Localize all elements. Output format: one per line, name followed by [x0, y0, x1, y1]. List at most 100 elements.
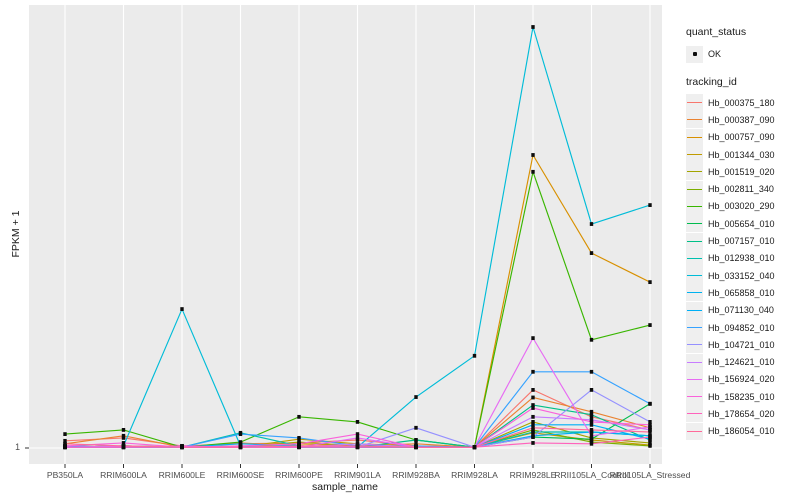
data-point-marker [531, 435, 535, 439]
legend-quant-status-entry: OK [686, 44, 800, 64]
series-color-line-icon [687, 275, 702, 277]
point-marker-icon [692, 52, 697, 56]
data-point-marker [531, 369, 535, 374]
data-point-marker [648, 443, 652, 448]
data-point-marker [589, 441, 594, 446]
legend-tracking-entry: Hb_065858_010 [686, 284, 800, 302]
series-color-line-icon [687, 240, 702, 242]
data-point-marker [238, 441, 243, 446]
panel-background [29, 5, 662, 464]
data-point-marker [414, 441, 418, 446]
legend-entry-label: Hb_002811_340 [708, 184, 774, 195]
data-point-marker [648, 427, 652, 432]
legend-tracking-entry: Hb_158235_010 [686, 388, 800, 406]
legend-tracking-entry: Hb_001519_020 [686, 163, 800, 181]
legend-entry-label: Hb_003020_290 [708, 201, 775, 212]
data-point-marker [531, 425, 535, 430]
data-point-marker [531, 422, 535, 427]
data-point-marker [648, 441, 652, 445]
legend-key-box [686, 301, 703, 319]
x-tick-label-RRII105LA_Stressed: RRII105LA_Stressed [609, 470, 691, 480]
legend-entry-label: Hb_000757_090 [708, 132, 775, 143]
data-point-marker [297, 443, 301, 448]
data-point-marker [531, 153, 535, 157]
x-tick-label-RRIM600LE: RRIM600LE [158, 470, 206, 480]
legend-key-box [686, 388, 703, 406]
legend-entry-label: Hb_104721_010 [708, 339, 775, 350]
x-tick-label-RRIM928LA: RRIM928LA [451, 470, 498, 480]
legend-key-box [686, 45, 703, 63]
legend-tracking-entry: Hb_012938_010 [686, 249, 800, 267]
legend-key-box [686, 336, 703, 354]
data-point-marker [180, 445, 184, 450]
data-point-marker [355, 443, 360, 448]
legend-tracking-entry: Hb_104721_010 [686, 336, 800, 354]
data-point-marker [355, 435, 360, 440]
legend-entry-label: Hb_007157_010 [708, 236, 775, 247]
legend-key-box [686, 180, 703, 198]
data-point-marker [648, 422, 652, 427]
series-color-line-icon [687, 292, 702, 294]
legend-entry-label: Hb_000375_180 [708, 97, 775, 108]
data-point-marker [297, 441, 301, 446]
data-point-marker [414, 438, 418, 442]
legend-key-box [686, 163, 703, 181]
legend-entry-label: Hb_000387_090 [708, 114, 775, 125]
data-point-marker [589, 369, 594, 374]
legend-key-box [686, 197, 703, 215]
y-axis-tick-label: 1 [15, 442, 20, 452]
data-point-marker [121, 441, 126, 445]
data-point-marker [531, 403, 535, 407]
data-point-marker [589, 414, 594, 419]
legend-entry-label: Hb_005654_010 [708, 218, 775, 229]
data-point-marker [589, 427, 594, 432]
data-point-marker [531, 395, 535, 400]
series-color-line-icon [687, 119, 702, 121]
legend-tracking-entry: Hb_007157_010 [686, 232, 800, 250]
legend-tracking-entry: Hb_005654_010 [686, 215, 800, 233]
data-point-marker [355, 419, 360, 424]
legend-tracking-entry: Hb_000387_090 [686, 111, 800, 129]
data-point-marker [297, 414, 301, 419]
data-point-marker [531, 427, 535, 432]
series-color-line-icon [687, 396, 702, 398]
data-point-marker [589, 417, 594, 422]
legend-tracking-entry: Hb_178654_020 [686, 405, 800, 423]
legend-tracking-id-title: tracking_id [686, 76, 737, 88]
legend-key-box [686, 111, 703, 129]
data-point-marker [589, 409, 594, 414]
legend-entry-label: Hb_065858_010 [708, 287, 775, 298]
x-tick-label-RRII105LA_Control: RRII105LA_Control [554, 470, 629, 480]
legend-entry-label: Hb_071130_040 [708, 305, 774, 316]
legend-key-box [686, 215, 703, 233]
data-point-marker [121, 443, 126, 448]
series-color-line-icon [687, 344, 702, 346]
data-point-marker [355, 438, 360, 442]
x-tick-label-RRIM600SE: RRIM600SE [216, 470, 265, 480]
data-point-marker [589, 422, 594, 427]
data-point-marker [238, 432, 243, 437]
data-point-marker [531, 419, 535, 424]
x-axis-title: sample_name [312, 481, 378, 493]
data-point-marker [648, 280, 652, 285]
data-point-marker [589, 437, 594, 442]
x-tick-label-PB350LA: PB350LA [46, 470, 84, 480]
data-point-marker [531, 430, 535, 434]
legend-key-box [686, 232, 703, 250]
data-point-marker [355, 432, 360, 437]
legend-tracking-entry: Hb_186054_010 [686, 422, 800, 440]
data-point-marker [121, 433, 126, 438]
data-point-marker [531, 336, 535, 341]
series-color-line-icon [687, 205, 702, 207]
legend: quant_status OK tracking_id Hb_000375_18… [686, 26, 800, 440]
series-color-line-icon [687, 361, 702, 363]
legend-tracking-id-entries: Hb_000375_180 Hb_000387_090 Hb_000757_090 H… [686, 94, 800, 440]
data-point-marker [531, 414, 535, 419]
legend-entry-label: Hb_001519_020 [708, 166, 775, 177]
legend-tracking-entry: Hb_002811_340 [686, 180, 800, 198]
legend-key-box [686, 405, 703, 423]
data-point-marker [63, 432, 67, 437]
legend-entry-label: Hb_001344_030 [708, 149, 775, 160]
